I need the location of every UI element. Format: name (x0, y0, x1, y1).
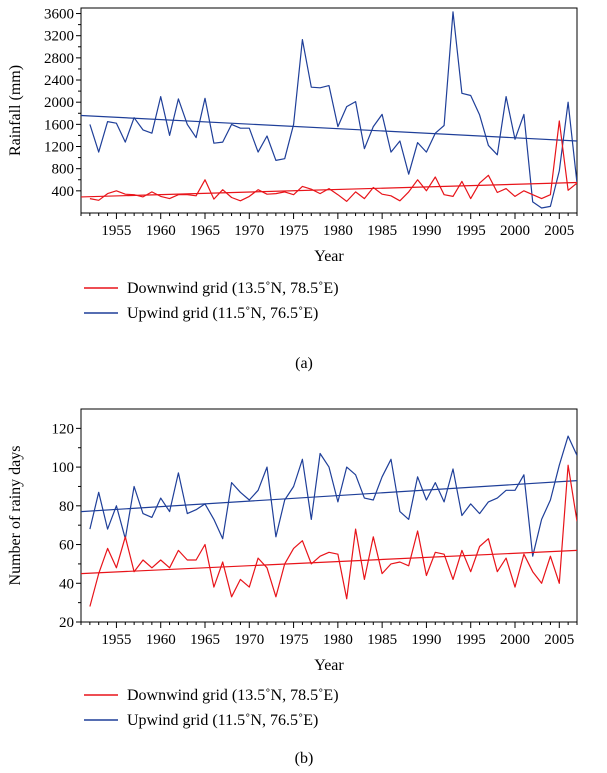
panel-b-x-tick-label: 1970 (234, 632, 264, 648)
panel-b-caption: (b) (295, 750, 314, 767)
panel-a-plot-frame (80, 7, 578, 214)
panel-a-caption: (a) (295, 355, 313, 372)
panel-a-x-tick-label: 1965 (190, 223, 220, 239)
panel-a-x-axis-title: Year (314, 248, 344, 265)
panel-b-legend-label-upwind: Upwind grid (11.5˚N, 76.5˚E) (127, 712, 318, 729)
panel-a-y-tick-label: 3200 (44, 29, 74, 45)
panel-b-x-tick-label: 1985 (367, 632, 397, 648)
panel-b-y-tick-label: 120 (52, 421, 75, 437)
panel-b-upwind-trend-line (81, 480, 577, 513)
panel-a-legend-label-downwind: Downwind grid (13.5˚N, 78.5˚E) (127, 280, 339, 297)
panel-b-y-tick-label: 100 (52, 460, 75, 476)
panel-b-x-tick-label: 1995 (456, 632, 486, 648)
panel-a-y-tick-label: 400 (52, 184, 75, 200)
panel-b-x-tick-label: 2005 (544, 632, 574, 648)
panel-a-y-tick-label: 2800 (44, 51, 74, 67)
panel-a-x-tick-label: 1985 (367, 223, 397, 239)
panel-b-x-tick-label: 1960 (146, 632, 176, 648)
panel-a-x-tick-label: 1970 (234, 223, 264, 239)
panel-b-x-tick-label: 1980 (323, 632, 353, 648)
panel-b-downwind-series-line (89, 464, 577, 607)
panel-b-legend-label-downwind: Downwind grid (13.5˚N, 78.5˚E) (127, 687, 339, 704)
panel-b-x-tick-label: 2000 (500, 632, 530, 648)
panel-a-data-area (81, 11, 577, 209)
panel-a-x-tick-label: 1975 (279, 223, 309, 239)
panel-b-plot-frame (80, 408, 578, 623)
panel-b-x-tick-label: 1975 (279, 632, 309, 648)
panel-b-x-tick-label: 1965 (190, 632, 220, 648)
panel-b-y-tick-label: 60 (59, 538, 74, 554)
panel-a-y-tick-label: 3600 (44, 7, 74, 23)
panel-b-y-tick-label: 20 (59, 615, 74, 631)
panel-a-y-tick-label: 2000 (44, 95, 74, 111)
panel-a-downwind-series-line (89, 120, 577, 202)
panel-b-data-area (81, 435, 577, 607)
panel-b-upwind-series-line (89, 435, 577, 557)
panel-a-y-tick-label: 2400 (44, 73, 74, 89)
panel-a-x-tick-label: 1995 (456, 223, 486, 239)
panel-b-chart: 1955 1960 1965 1970 1975 1980 1985 1990 1995 2000… (7, 408, 578, 767)
panel-b-y-axis-title: Number of rainy days (7, 446, 24, 586)
panel-b-x-tick-label: 1990 (411, 632, 441, 648)
panel-a-upwind-series-line (89, 11, 577, 209)
panel-a-y-axis-title: Rainfall (mm) (7, 65, 24, 156)
panel-a-x-tick-label: 1990 (411, 223, 441, 239)
panel-b-y-tick-label: 40 (59, 576, 74, 592)
panel-a-downwind-trend-line (81, 181, 577, 198)
panel-a-legend-label-upwind: Upwind grid (11.5˚N, 76.5˚E) (127, 305, 318, 322)
panel-b-x-tick-label: 1955 (101, 632, 131, 648)
panel-b-y-tick-label: 80 (59, 499, 74, 515)
panel-a-y-tick-label: 1600 (44, 117, 74, 133)
panel-a-x-tick-label: 1960 (146, 223, 176, 239)
panel-a-y-tick-label: 800 (52, 162, 75, 178)
panel-a-chart: 1955 1960 1965 1970 1975 1980 1985 1990 1995 2000… (7, 7, 578, 372)
panel-b-downwind-trend-line (81, 549, 577, 575)
panel-a-x-tick-label: 2000 (500, 223, 530, 239)
panel-a-y-tick-label: 1200 (44, 140, 74, 156)
panel-a-x-tick-label: 1955 (101, 223, 131, 239)
panel-a-upwind-trend-line (81, 114, 577, 142)
panel-a-x-tick-label: 2005 (544, 223, 574, 239)
panel-b-x-axis-title: Year (314, 657, 344, 674)
panel-a-x-tick-label: 1980 (323, 223, 353, 239)
